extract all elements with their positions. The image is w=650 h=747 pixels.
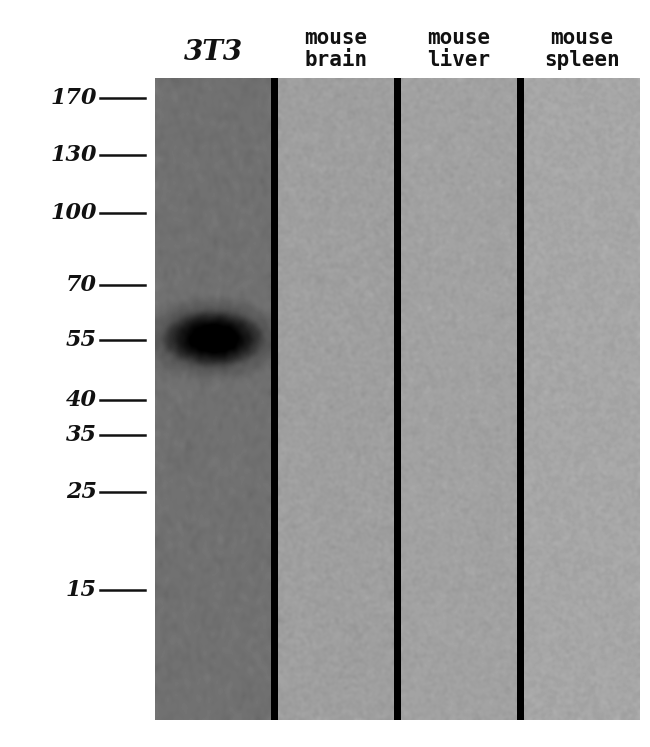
Text: spleen: spleen <box>544 50 620 70</box>
Text: mouse: mouse <box>304 28 367 48</box>
Text: 130: 130 <box>51 144 97 166</box>
Text: 100: 100 <box>51 202 97 224</box>
Text: mouse: mouse <box>551 28 614 48</box>
Text: 15: 15 <box>66 579 97 601</box>
Text: 55: 55 <box>66 329 97 351</box>
Text: 170: 170 <box>51 87 97 109</box>
Text: 3T3: 3T3 <box>183 39 242 66</box>
Text: brain: brain <box>304 50 367 70</box>
Text: 70: 70 <box>66 274 97 296</box>
Text: 35: 35 <box>66 424 97 446</box>
Text: mouse: mouse <box>428 28 491 48</box>
Text: 25: 25 <box>66 481 97 503</box>
Text: 40: 40 <box>66 389 97 411</box>
Text: liver: liver <box>428 50 491 70</box>
